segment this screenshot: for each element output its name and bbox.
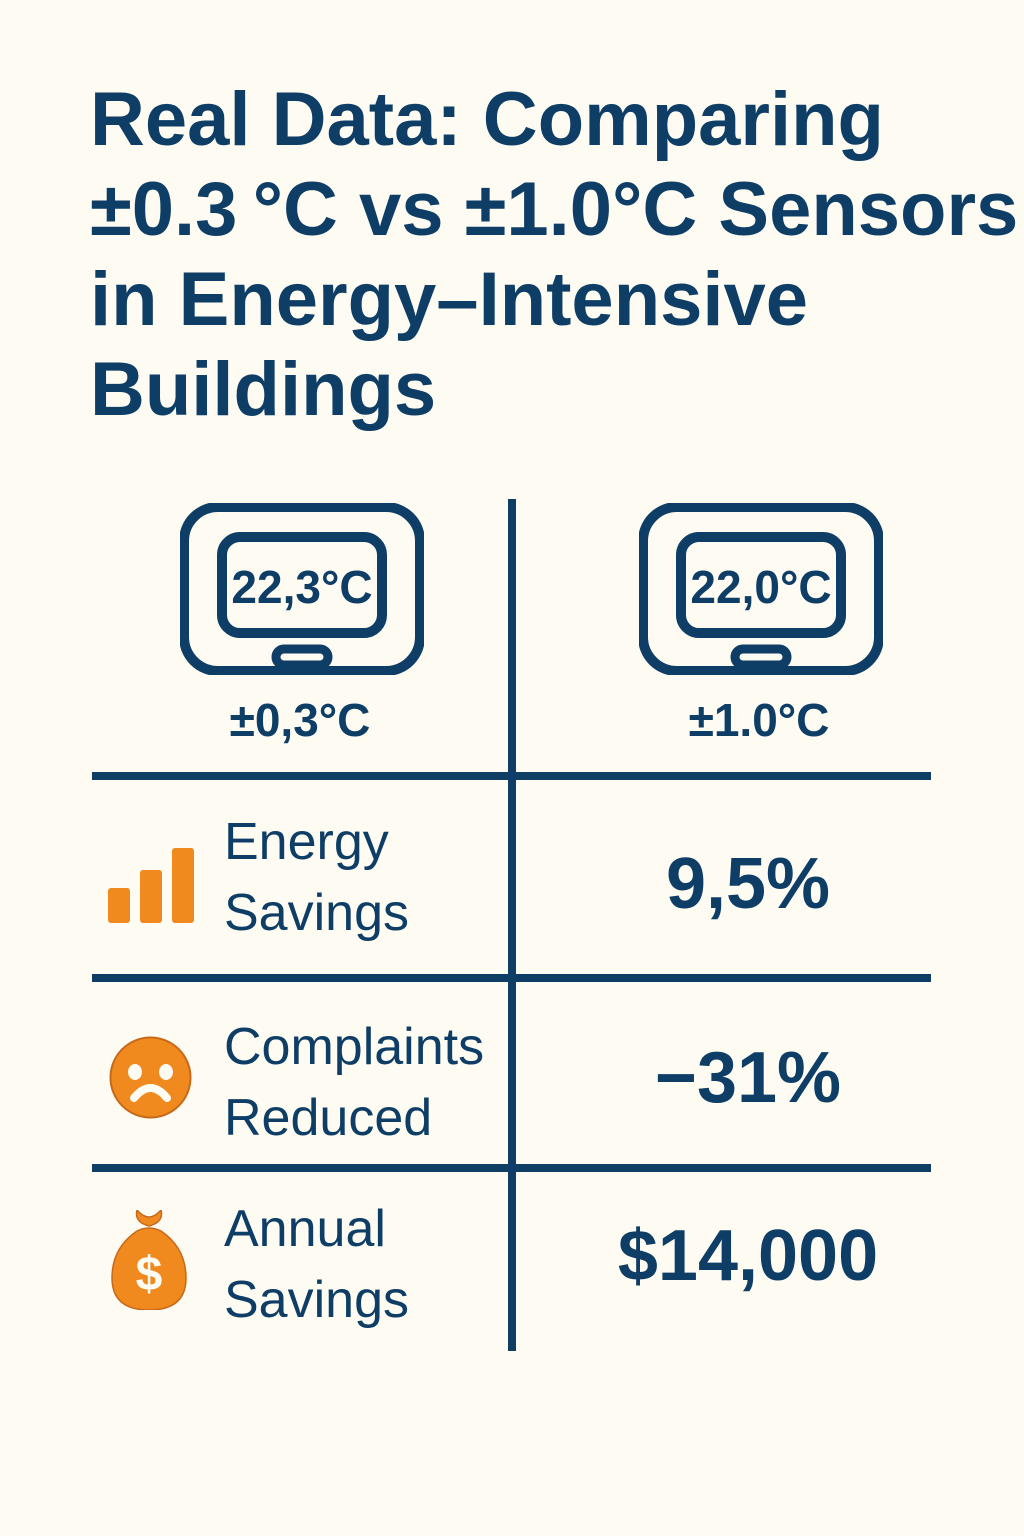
svg-text:$: $ (136, 1248, 163, 1301)
svg-text:22,0°C: 22,0°C (690, 561, 831, 613)
svg-text:22,3°C: 22,3°C (231, 561, 372, 613)
